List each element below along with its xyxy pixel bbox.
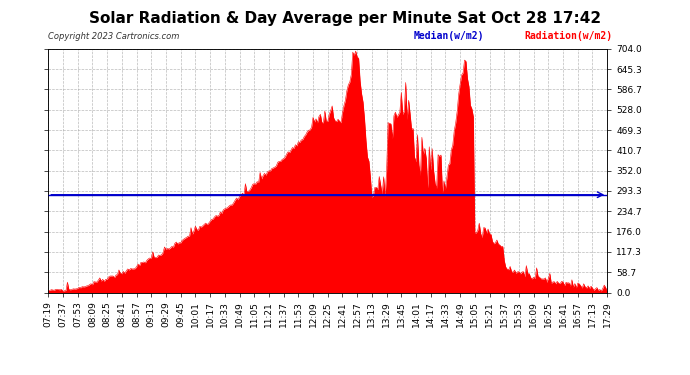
Text: Copyright 2023 Cartronics.com: Copyright 2023 Cartronics.com: [48, 32, 179, 41]
Text: Median(w/m2): Median(w/m2): [414, 31, 484, 41]
Text: Solar Radiation & Day Average per Minute Sat Oct 28 17:42: Solar Radiation & Day Average per Minute…: [89, 11, 601, 26]
Text: Radiation(w/m2): Radiation(w/m2): [524, 31, 613, 41]
